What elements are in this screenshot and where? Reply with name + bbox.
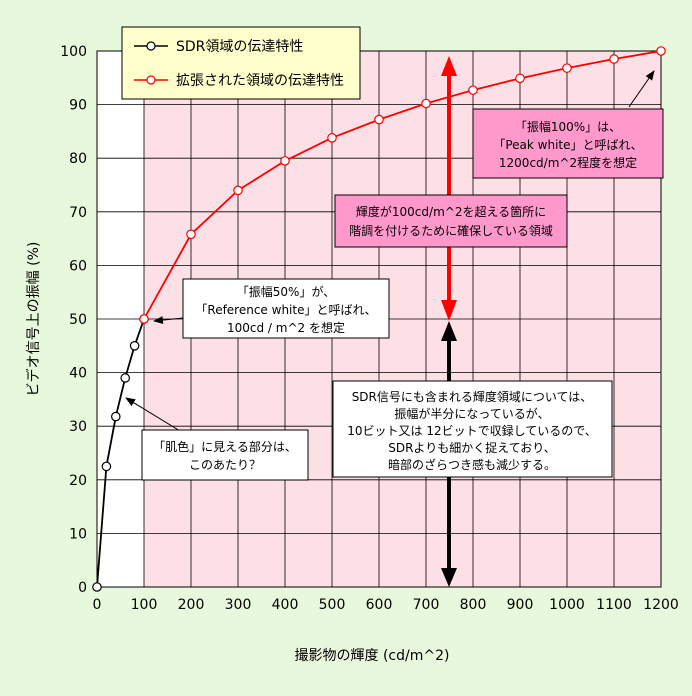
- headroom-callout: 輝度が100cd/m^2を超える箇所に 階調を付けるために確保している領域: [334, 194, 568, 248]
- y-tick-label-6: 60: [69, 258, 87, 274]
- series-0-point-3: [120, 373, 130, 383]
- sdr-note-line-4: SDRよりも細かく捉えており、: [388, 440, 556, 455]
- headroom-box: [334, 194, 568, 248]
- x-tick-label-1: 100: [131, 597, 158, 613]
- headroom-arrow-up: [441, 56, 457, 76]
- sdr-note-callout: SDR信号にも含まれる輝度領域については、 振幅が半分になっているが、 10ビッ…: [332, 380, 613, 478]
- peak-white-pointer: [628, 70, 655, 108]
- x-tick-label-5: 500: [319, 597, 346, 613]
- peak-white-box: [472, 108, 664, 179]
- legend-sdr-marker: [146, 41, 156, 51]
- series-1-point-4: [327, 133, 337, 143]
- peak-white-line-2: 「Peak white」と呼ばれ、: [493, 138, 642, 152]
- skin-tone-callout: 「肌色」に見える部分は、 このあたり？: [125, 397, 309, 481]
- legend: SDR領域の伝達特性 拡張された領域の伝達特性: [121, 26, 361, 100]
- reference-white-line-2: 「Reference white」と呼ばれ、: [195, 303, 376, 317]
- x-tick-label-3: 300: [225, 597, 252, 613]
- skin-tone-box: [141, 429, 309, 481]
- x-tick-label-10: 1000: [549, 597, 585, 613]
- y-tick-label-1: 10: [69, 526, 87, 542]
- x-tick-label-4: 400: [272, 597, 299, 613]
- legend-sdr-label: SDR領域の伝達特性: [176, 38, 303, 55]
- reference-white-line-1: 「振幅50%」が、: [237, 284, 335, 299]
- y-tick-labels: 0 10 20 30 40 50 60 70 80 90 100: [60, 44, 87, 596]
- x-tick-label-2: 200: [178, 597, 205, 613]
- series-1-line: [143, 50, 662, 320]
- reference-white-callout: 「振幅50%」が、 「Reference white」と呼ばれ、 100cd /…: [153, 278, 390, 339]
- series-0-point-4: [129, 340, 140, 351]
- series-1-point-5: [374, 114, 384, 125]
- series-0-point-0: [92, 582, 102, 592]
- x-axis-title: 撮影物の輝度 (cd/m^2): [295, 647, 450, 664]
- headroom-arrow-down: [441, 300, 457, 321]
- y-tick-label-5: 50: [69, 312, 87, 328]
- sdr-note-line-1: SDR信号にも含まれる輝度領域については、: [352, 389, 593, 404]
- series-1-point-9: [562, 63, 572, 73]
- y-tick-label-3: 30: [69, 419, 87, 435]
- series-1-point-11: [656, 46, 666, 56]
- series-1-point-7: [468, 85, 478, 95]
- skin-tone-line-2: このあたり？: [189, 458, 261, 472]
- y-axis-title: ビデオ信号上の振幅 (%): [25, 242, 42, 397]
- peak-white-line-1: 「振幅100%」は、: [515, 119, 621, 134]
- peak-white-callout: 「振幅100%」は、 「Peak white」と呼ばれ、 1200cd/m^2程…: [472, 70, 664, 179]
- x-tick-label-11: 1100: [596, 597, 632, 613]
- y-tick-label-7: 70: [69, 205, 87, 221]
- y-tick-label-10: 100: [60, 44, 87, 60]
- sdr-note-line-3: 10ビット又は 12ビットで収録しているので、: [347, 423, 597, 438]
- x-tick-label-8: 800: [460, 597, 487, 613]
- sdr-range-arrow-down: [441, 568, 457, 587]
- series-1-point-6: [421, 98, 431, 109]
- sdr-note-box: [332, 380, 613, 478]
- series-1-point-1: [186, 229, 196, 240]
- skin-tone-pointer: [125, 397, 186, 435]
- x-tick-label-9: 900: [507, 597, 534, 613]
- headroom-line-2: 階調を付けるために確保している領域: [349, 223, 553, 238]
- x-tick-label-6: 600: [366, 597, 393, 613]
- peak-white-line-3: 1200cd/m^2程度を想定: [499, 155, 637, 170]
- series-layer: [92, 46, 666, 592]
- reference-white-line-3: 100cd / m^2 を想定: [227, 320, 345, 335]
- y-tick-label-4: 40: [69, 366, 87, 382]
- legend-ext-label: 拡張された領域の伝達特性: [176, 72, 344, 89]
- legend-box: [121, 26, 361, 100]
- series-1-point-10: [609, 54, 619, 64]
- headroom-line-1: 輝度が100cd/m^2を超える箇所に: [356, 204, 546, 219]
- series-1-point-3: [280, 156, 290, 166]
- series-1-point-2: [233, 185, 243, 196]
- x-tick-labels: 0 100 200 300 400 500 600 700 800 900 1000 1100 1200: [93, 597, 679, 613]
- reference-white-pointer: [153, 316, 184, 325]
- y-tick-label-9: 90: [69, 98, 87, 114]
- series-0-point-1: [101, 461, 112, 472]
- plot-frame: [96, 50, 662, 588]
- sdr-range-arrow-up: [441, 321, 457, 341]
- sdr-note-line-2: 振幅が半分になっているが、: [394, 406, 549, 421]
- series-0-point-2: [111, 411, 121, 422]
- reference-white-box: [182, 278, 390, 339]
- legend-ext-marker: [146, 75, 156, 85]
- y-tick-label-0: 0: [78, 580, 87, 596]
- y-tick-label-8: 80: [69, 151, 87, 167]
- y-tick-label-2: 20: [69, 473, 87, 489]
- skin-tone-line-1: 「肌色」に見える部分は、: [153, 439, 297, 454]
- x-tick-label-0: 0: [93, 597, 102, 613]
- sdr-note-line-5: 暗部のざらつき感も減少する。: [388, 457, 556, 472]
- x-tick-label-12: 1200: [643, 597, 679, 613]
- x-tick-label-7: 700: [413, 597, 440, 613]
- series-1-point-0: [139, 314, 149, 324]
- series-1-point-8: [515, 73, 525, 84]
